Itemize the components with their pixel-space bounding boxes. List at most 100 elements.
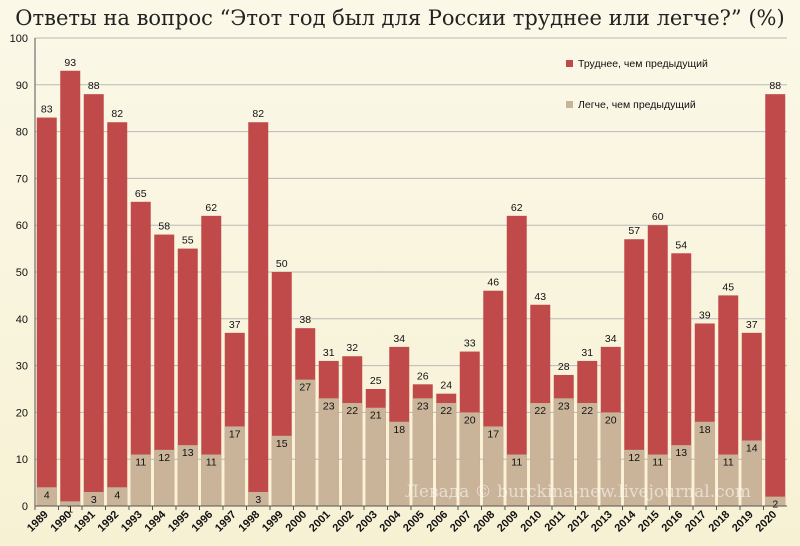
data-label-easier: 20 bbox=[605, 414, 617, 426]
data-label-easier: 12 bbox=[158, 452, 170, 464]
bar-easier bbox=[60, 501, 81, 506]
y-tick-label: 90 bbox=[16, 80, 28, 92]
data-label-easier: 23 bbox=[558, 400, 570, 412]
bar-harder bbox=[177, 248, 198, 506]
bar-easier bbox=[224, 426, 245, 506]
data-label-harder: 39 bbox=[699, 309, 711, 321]
data-label-harder: 58 bbox=[158, 221, 170, 233]
x-tick-label: 2008 bbox=[472, 509, 498, 535]
bar-easier bbox=[318, 398, 339, 506]
data-label-harder: 25 bbox=[370, 375, 382, 387]
bar-easier bbox=[506, 454, 527, 506]
x-tick-label: 2003 bbox=[354, 509, 380, 535]
data-label-harder: 34 bbox=[393, 333, 405, 345]
data-label-easier: 17 bbox=[487, 428, 499, 440]
data-label-easier: 4 bbox=[44, 489, 50, 501]
data-label-harder: 88 bbox=[88, 80, 100, 92]
bar-easier bbox=[459, 412, 480, 506]
data-label-easier: 27 bbox=[299, 382, 311, 394]
data-label-easier: 20 bbox=[464, 414, 476, 426]
x-tick-label: 2006 bbox=[425, 509, 451, 535]
bar-easier bbox=[271, 435, 292, 506]
bar-harder bbox=[60, 70, 81, 506]
x-tick-label: 1998 bbox=[237, 509, 263, 535]
x-tick-label: 1997 bbox=[213, 509, 239, 535]
bar-harder bbox=[130, 201, 151, 507]
bar-easier bbox=[177, 445, 198, 506]
data-label-harder: 83 bbox=[41, 104, 53, 116]
data-label-easier: 13 bbox=[182, 447, 194, 459]
bar-easier bbox=[295, 379, 316, 506]
bar-easier bbox=[248, 491, 269, 506]
y-tick-label: 70 bbox=[16, 173, 28, 185]
bar-easier bbox=[530, 403, 551, 506]
data-label-harder: 62 bbox=[511, 202, 523, 214]
bar-harder bbox=[107, 122, 128, 507]
x-tick-label: 2012 bbox=[566, 509, 592, 535]
x-tick-label: 2013 bbox=[589, 509, 615, 535]
x-tick-label: 1996 bbox=[190, 509, 216, 535]
data-label-harder: 33 bbox=[464, 338, 476, 350]
data-label-easier: 18 bbox=[699, 424, 711, 436]
bar-easier bbox=[436, 403, 457, 506]
data-label-easier: 11 bbox=[723, 457, 734, 469]
data-labels: 8349318838246511581255136211371782350153… bbox=[41, 57, 781, 516]
bar-harder bbox=[624, 239, 645, 507]
bar-harder bbox=[36, 117, 57, 506]
data-label-easier: 18 bbox=[393, 424, 405, 436]
bar-harder bbox=[718, 295, 739, 506]
data-label-harder: 57 bbox=[628, 225, 640, 237]
data-label-easier: 11 bbox=[652, 457, 663, 469]
data-label-easier: 4 bbox=[114, 489, 120, 501]
x-tick-label: 2015 bbox=[636, 509, 662, 535]
data-label-harder: 82 bbox=[252, 108, 264, 120]
data-label-harder: 32 bbox=[346, 342, 358, 354]
x-tick-label: 1991 bbox=[72, 509, 98, 535]
data-label-easier: 2 bbox=[772, 499, 778, 511]
data-label-harder: 60 bbox=[652, 211, 664, 223]
bar-easier bbox=[83, 491, 104, 506]
x-tick-label: 2020 bbox=[754, 509, 780, 535]
data-label-easier: 22 bbox=[534, 405, 546, 417]
x-tick-label: 1989 bbox=[25, 509, 51, 535]
legend-swatch-harder bbox=[566, 60, 573, 67]
bar-easier bbox=[671, 445, 692, 506]
bar-easier bbox=[577, 403, 598, 506]
bars bbox=[36, 70, 786, 507]
data-label-easier: 23 bbox=[323, 400, 335, 412]
data-label-harder: 54 bbox=[675, 239, 687, 251]
bar-harder bbox=[83, 94, 104, 506]
data-label-easier: 23 bbox=[417, 400, 429, 412]
x-tick-label: 2002 bbox=[331, 509, 357, 535]
x-tick-label: 2018 bbox=[707, 509, 733, 535]
data-label-easier: 11 bbox=[511, 457, 522, 469]
data-label-easier: 11 bbox=[206, 457, 217, 469]
y-tick-label: 0 bbox=[22, 501, 28, 513]
data-label-harder: 31 bbox=[323, 347, 335, 359]
watermark: Левада © burckina-new.livejournal.com bbox=[405, 482, 751, 502]
y-tick-label: 50 bbox=[16, 267, 28, 279]
x-tick-label: 2007 bbox=[448, 509, 474, 535]
x-tick-label: 2004 bbox=[378, 508, 404, 534]
x-tick-label: 2014 bbox=[613, 508, 639, 534]
bar-easier bbox=[365, 407, 386, 506]
bar-harder bbox=[671, 253, 692, 506]
data-label-easier: 3 bbox=[91, 494, 97, 506]
data-label-easier: 15 bbox=[276, 438, 288, 450]
axes bbox=[34, 38, 787, 507]
bar-easier bbox=[600, 412, 621, 506]
bar-easier bbox=[624, 449, 645, 506]
y-tick-label: 40 bbox=[16, 314, 28, 326]
bar-harder bbox=[765, 94, 786, 506]
bar-easier bbox=[647, 454, 668, 506]
data-label-easier: 14 bbox=[746, 442, 758, 454]
data-label-harder: 34 bbox=[605, 333, 617, 345]
y-axis-ticks: 0 10 20 30 40 50 60 70 80 90 100 bbox=[10, 33, 28, 513]
data-label-easier: 17 bbox=[229, 428, 241, 440]
data-label-harder: 62 bbox=[205, 202, 217, 214]
data-label-harder: 28 bbox=[558, 361, 570, 373]
bar-harder bbox=[647, 225, 668, 506]
data-label-harder: 37 bbox=[746, 319, 758, 331]
x-tick-label: 1994 bbox=[143, 508, 169, 534]
bar-easier bbox=[694, 421, 715, 506]
